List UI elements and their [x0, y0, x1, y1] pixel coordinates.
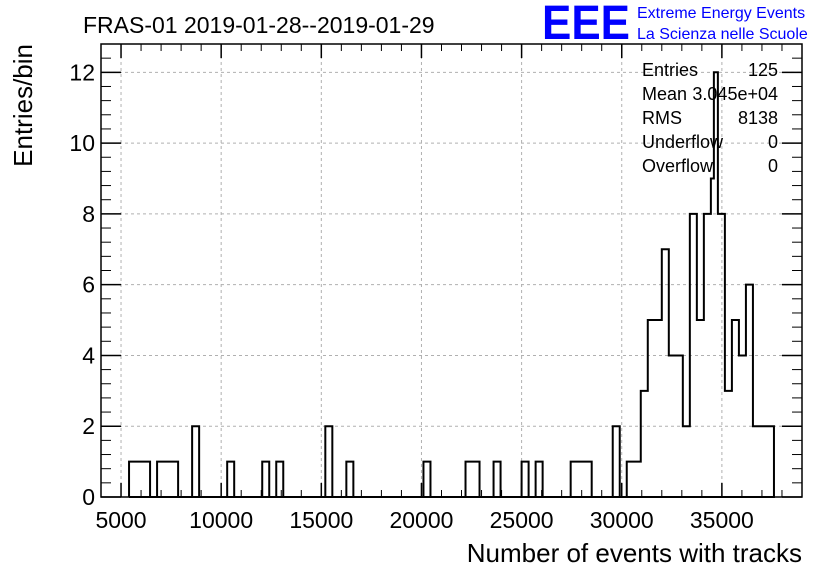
x-tick-label: 10000	[189, 507, 253, 533]
stats-value: 0	[768, 156, 778, 176]
histogram-bin	[683, 426, 690, 497]
histogram-bin	[276, 462, 283, 497]
histogram-bin	[522, 462, 529, 497]
logo-line2: La Scienza nelle Scuole	[637, 26, 808, 43]
stats-value: 8138	[738, 108, 778, 128]
stats-label: Mean	[642, 84, 687, 104]
histogram-bin	[627, 462, 641, 497]
eee-logo: EEE Extreme Energy Events La Scienza nel…	[542, 0, 808, 50]
x-tick-label: 5000	[95, 507, 146, 533]
histogram-bin	[129, 462, 150, 497]
stats-value: 0	[768, 132, 778, 152]
axis-ticks	[100, 44, 803, 498]
x-tick-label: 15000	[289, 507, 353, 533]
histogram-bin	[662, 249, 669, 497]
histogram-bin	[711, 178, 714, 497]
histogram-bin	[613, 426, 620, 497]
histogram-bin	[262, 462, 269, 497]
y-tick-label: 0	[82, 484, 95, 510]
histogram-outline	[128, 71, 775, 498]
x-axis-label: Number of events with tracks	[467, 538, 802, 568]
stats-value: 125	[748, 60, 778, 80]
y-tick-label: 8	[82, 201, 95, 227]
logo-text: EEE	[542, 0, 630, 50]
histogram-bin	[227, 462, 234, 497]
y-tick-label: 12	[69, 59, 95, 85]
stats-box: Entries 125 Mean 3.045e+04 RMS 8138 Underflow 0…	[642, 60, 778, 176]
histogram-bin	[697, 320, 704, 497]
y-tick-label: 2	[82, 413, 95, 439]
y-axis-label: Entries/bin	[8, 44, 38, 167]
stats-label: RMS	[642, 108, 682, 128]
histogram-bin	[669, 355, 683, 497]
x-tick-label: 35000	[690, 507, 754, 533]
histogram-bin	[494, 462, 501, 497]
chart-title: FRAS-01 2019-01-28--2019-01-29	[83, 12, 435, 38]
stats-label: Underflow	[642, 132, 724, 152]
x-tick-label: 30000	[590, 507, 654, 533]
histogram-bin	[571, 462, 592, 497]
histogram-bin	[325, 426, 332, 497]
y-tick-label: 6	[82, 272, 95, 298]
histogram-bin	[732, 320, 739, 497]
histogram-bin	[346, 462, 353, 497]
tick-labels: 5000 10000 15000 20000 25000 30000 35000 0 2 4 6 8 1…	[69, 59, 753, 533]
stats-value: 3.045e+04	[692, 84, 778, 104]
stats-label: Overflow	[642, 156, 714, 176]
x-tick-label: 20000	[389, 507, 453, 533]
histogram-bin	[648, 320, 662, 497]
histogram-bin	[466, 462, 480, 497]
y-tick-label: 4	[82, 342, 95, 368]
histogram-bin	[192, 426, 199, 497]
histogram-bin	[641, 391, 648, 497]
stats-label: Entries	[642, 60, 698, 80]
histogram-bin	[157, 462, 178, 497]
histogram-bin	[746, 285, 753, 497]
x-tick-label: 25000	[490, 507, 554, 533]
histogram-bin	[753, 426, 774, 497]
y-tick-label: 10	[69, 130, 95, 156]
histogram-bin	[423, 462, 430, 497]
histogram-bin	[725, 391, 732, 497]
logo-line1: Extreme Energy Events	[637, 5, 805, 22]
